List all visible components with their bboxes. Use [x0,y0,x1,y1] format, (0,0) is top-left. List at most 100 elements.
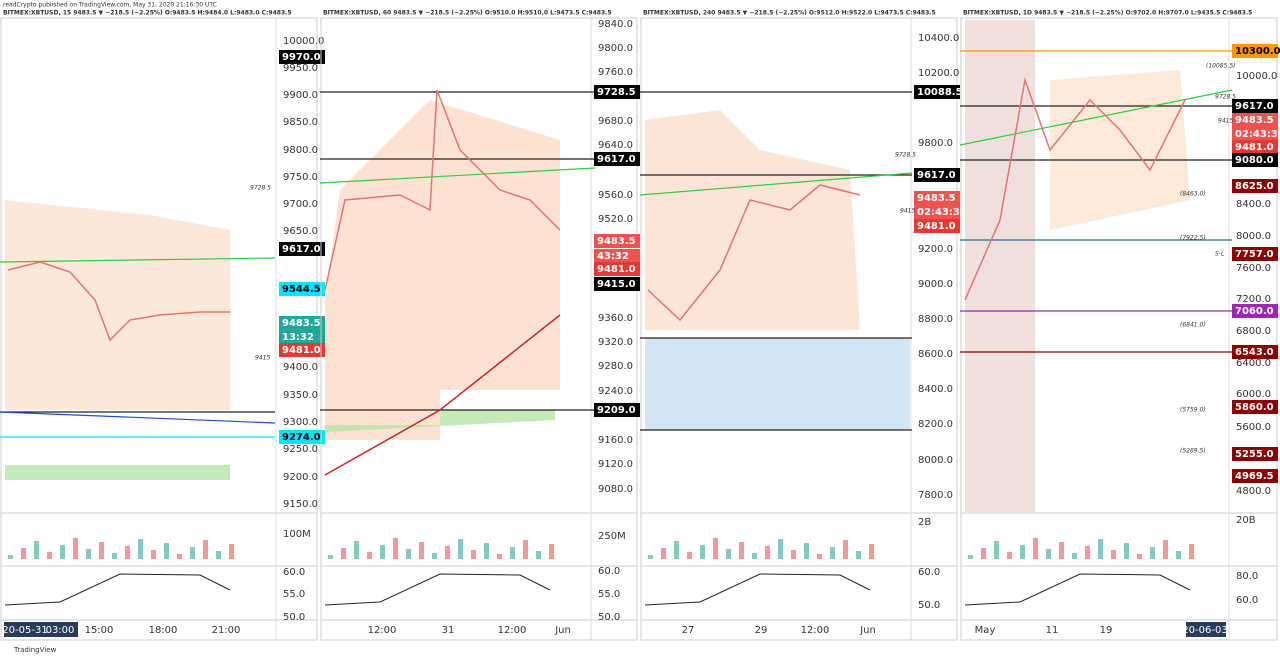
price-tag [594,85,640,99]
volume-bar [791,550,796,559]
price-axis-label: 9000.0 [918,279,953,290]
panel-frame [640,17,958,641]
volume-bar [752,553,757,559]
price-tag-label: 9617.0 [917,170,956,181]
blue-line [0,411,276,424]
volume-bar [1059,542,1064,559]
volume-bar [393,538,398,559]
volume-bar [1111,550,1116,559]
oscillator-axis-label: 60.0 [918,567,940,578]
price-tag [1232,179,1278,193]
price-tag-label: 9483.5 [597,236,636,247]
price-tag-label: 4969.5 [1235,471,1274,482]
oscillator-line [964,573,1191,606]
price-axis-label: 9760.0 [598,67,633,78]
price-axis-label: 7800.0 [918,490,953,501]
time-axis-label: 29 [755,625,768,636]
volume-bar [484,543,489,559]
price-axis-label: 9240.0 [598,386,633,397]
price-axis-label: 6000.0 [1236,389,1271,400]
price-axis-label: 9080.0 [598,484,633,495]
volume-bar [471,550,476,559]
price [324,89,561,291]
green-line [0,257,276,263]
price-axis-label: 9520.0 [598,214,633,225]
price-tag [594,277,640,291]
time-cursor-box [4,622,78,637]
price-tag [1232,113,1278,127]
chart-panel: BITMEX:XBTUSD, 1D 9483.5 ▼ −218.5 (−2.25… [959,10,1280,641]
price-tag [1232,447,1278,461]
panel-title: BITMEX:XBTUSD, 60 9483.5 ▼ −218.5 (−2.25… [323,10,612,17]
price-tag-label: 9080.0 [1235,155,1274,166]
time-axis-label: 11 [1046,625,1059,636]
volume-bar [125,546,130,559]
price-axis-label: 9280.0 [598,361,633,372]
time-axis-label: 27 [682,625,695,636]
price-tag [1232,127,1278,141]
time-axis-label: 19 [1100,625,1113,636]
volume-bar [1046,549,1051,559]
price-tag-label: 8625.0 [1235,181,1274,192]
volume-bar [21,548,26,559]
volume-bar [354,541,359,559]
price-tag-label: 9481.0 [917,221,956,232]
price-tag-label: 5255.0 [1235,449,1274,460]
volume-bar [856,551,861,559]
panel-title: BITMEX:XBTUSD, 15 9483.5 ▼ −218.5 (−2.25… [3,10,292,17]
green-line [639,172,913,196]
price-axis-label: 9850.0 [283,117,318,128]
volume-bar [1007,552,1012,559]
price-axis-label: 9950.0 [283,63,318,74]
time-axis-label: 12:00 [368,625,397,636]
volume-bar [229,544,234,559]
price-tag-label: 02:43:32 [1235,129,1280,140]
price-tag-label: 9970.0 [282,52,321,63]
volume-bar [1124,543,1129,559]
time-axis-label: Jun [859,625,876,636]
price-axis-label: 9640.0 [598,140,633,151]
oscillator-axis-label: 60.0 [598,566,620,577]
volume-bar [138,539,143,559]
price-tag-label: 5860.0 [1235,402,1274,413]
price-tag-label: 7060.0 [1235,306,1274,317]
volume-bar [510,547,515,559]
volume-bar [1137,554,1142,559]
price-tag-label: 10088.5 [917,87,963,98]
price-axis-label: 10200.0 [918,68,959,79]
price-tag-label: 10300.0 [1235,46,1280,57]
volume-bar [713,538,718,559]
volume-bar [8,555,13,559]
volume-bar [203,540,208,559]
price-axis-label: 9200.0 [918,244,953,255]
oscillator-axis-label: 60.0 [283,567,305,578]
volume-bar [99,542,104,559]
price-tag [279,282,325,296]
price-axis-label: 9700.0 [283,199,318,210]
volume-bar [726,549,731,559]
volume-bar [778,539,783,559]
band [325,410,555,432]
volume-bar [869,544,874,559]
green-line [319,167,596,184]
oscillator-line [644,573,871,606]
level-note: 9415 [255,355,270,362]
level-note: (7922.5) [1180,235,1206,242]
panel-frame [960,17,1278,641]
chart-panel: BITMEX:XBTUSD, 240 9483.5 ▼ −218.5 (−2.2… [639,10,967,641]
price-axis-label: 9150.0 [283,499,318,510]
time-axis-label: 12:00 [498,625,527,636]
price-tag [279,50,325,64]
volume-bar [843,540,848,559]
price-axis-label: 8200.0 [918,419,953,430]
time-axis-label: 21:00 [212,625,241,636]
band [5,465,230,480]
price-axis-label: 9800.0 [918,138,953,149]
oscillator-axis-label: 55.0 [283,589,305,600]
volume-bar [445,546,450,559]
price-axis-label: 8600.0 [918,349,953,360]
price-axis-label: 10400.0 [918,33,959,44]
volume-bar [151,550,156,559]
price-axis-label: 9800.0 [283,145,318,156]
level-note: (5759.0) [1180,407,1206,414]
